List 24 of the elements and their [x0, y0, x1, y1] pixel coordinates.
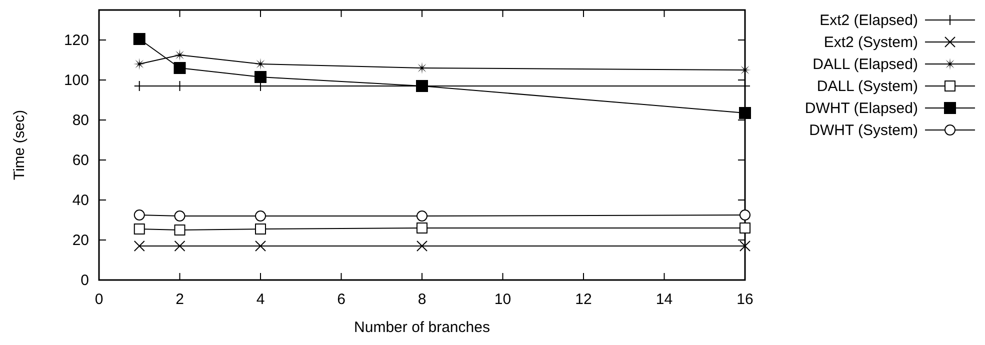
legend-label: DALL (Elapsed)	[812, 56, 918, 73]
y-tick-label: 20	[72, 232, 89, 249]
y-tick-label: 120	[64, 32, 89, 49]
x-axis-title: Number of branches	[354, 319, 490, 336]
legend-label: Ext2 (System)	[824, 34, 918, 51]
y-tick-label: 80	[72, 112, 89, 129]
x-tick-label: 12	[575, 291, 592, 308]
x-tick-label: 6	[337, 291, 346, 308]
y-tick-label: 100	[64, 72, 89, 89]
x-tick-label: 10	[494, 291, 512, 308]
legend-label: DALL (System)	[816, 78, 918, 95]
y-tick-label: 0	[80, 272, 89, 289]
x-tick-label: 0	[94, 291, 104, 308]
y-tick-label: 60	[72, 152, 89, 169]
x-tick-label: 16	[736, 291, 754, 308]
y-tick-label: 40	[72, 192, 89, 209]
legend-label: DWHT (Elapsed)	[804, 100, 918, 117]
x-tick-label: 8	[418, 291, 426, 308]
x-tick-label: 14	[656, 291, 673, 308]
legend-label: DWHT (System)	[809, 122, 918, 139]
x-tick-label: 4	[256, 291, 265, 308]
y-axis-title: Time (sec)	[11, 110, 28, 180]
x-tick-label: 2	[176, 291, 184, 308]
legend-label: Ext2 (Elapsed)	[820, 12, 918, 29]
